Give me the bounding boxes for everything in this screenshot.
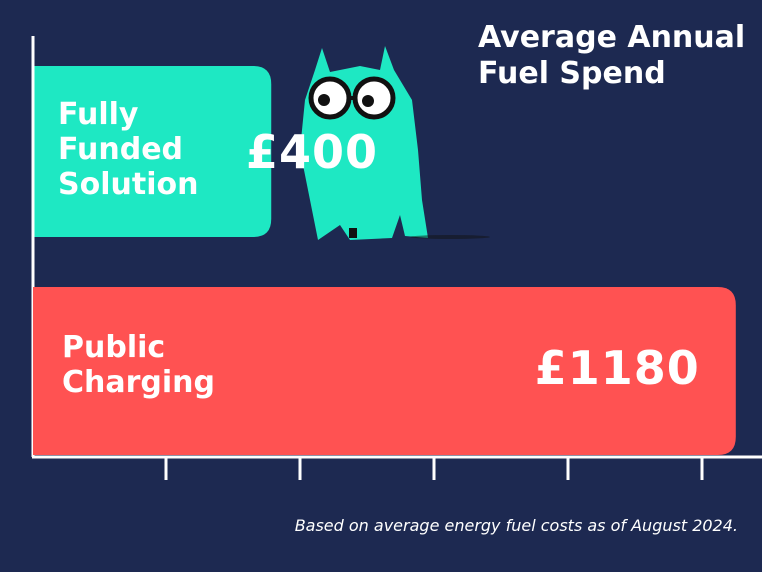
bar (33, 287, 736, 455)
footnote: Based on average energy fuel costs as of… (294, 516, 738, 535)
category-label: Public Charging (62, 330, 216, 400)
axis-ticks (164, 457, 704, 480)
category-label: Fully Funded Solution (58, 97, 199, 202)
mascot (300, 46, 490, 240)
chart-title: Average Annual Fuel Spend (478, 20, 746, 91)
value-label: £400 (246, 125, 379, 179)
value-label: £1180 (534, 341, 700, 395)
bar (33, 66, 272, 237)
